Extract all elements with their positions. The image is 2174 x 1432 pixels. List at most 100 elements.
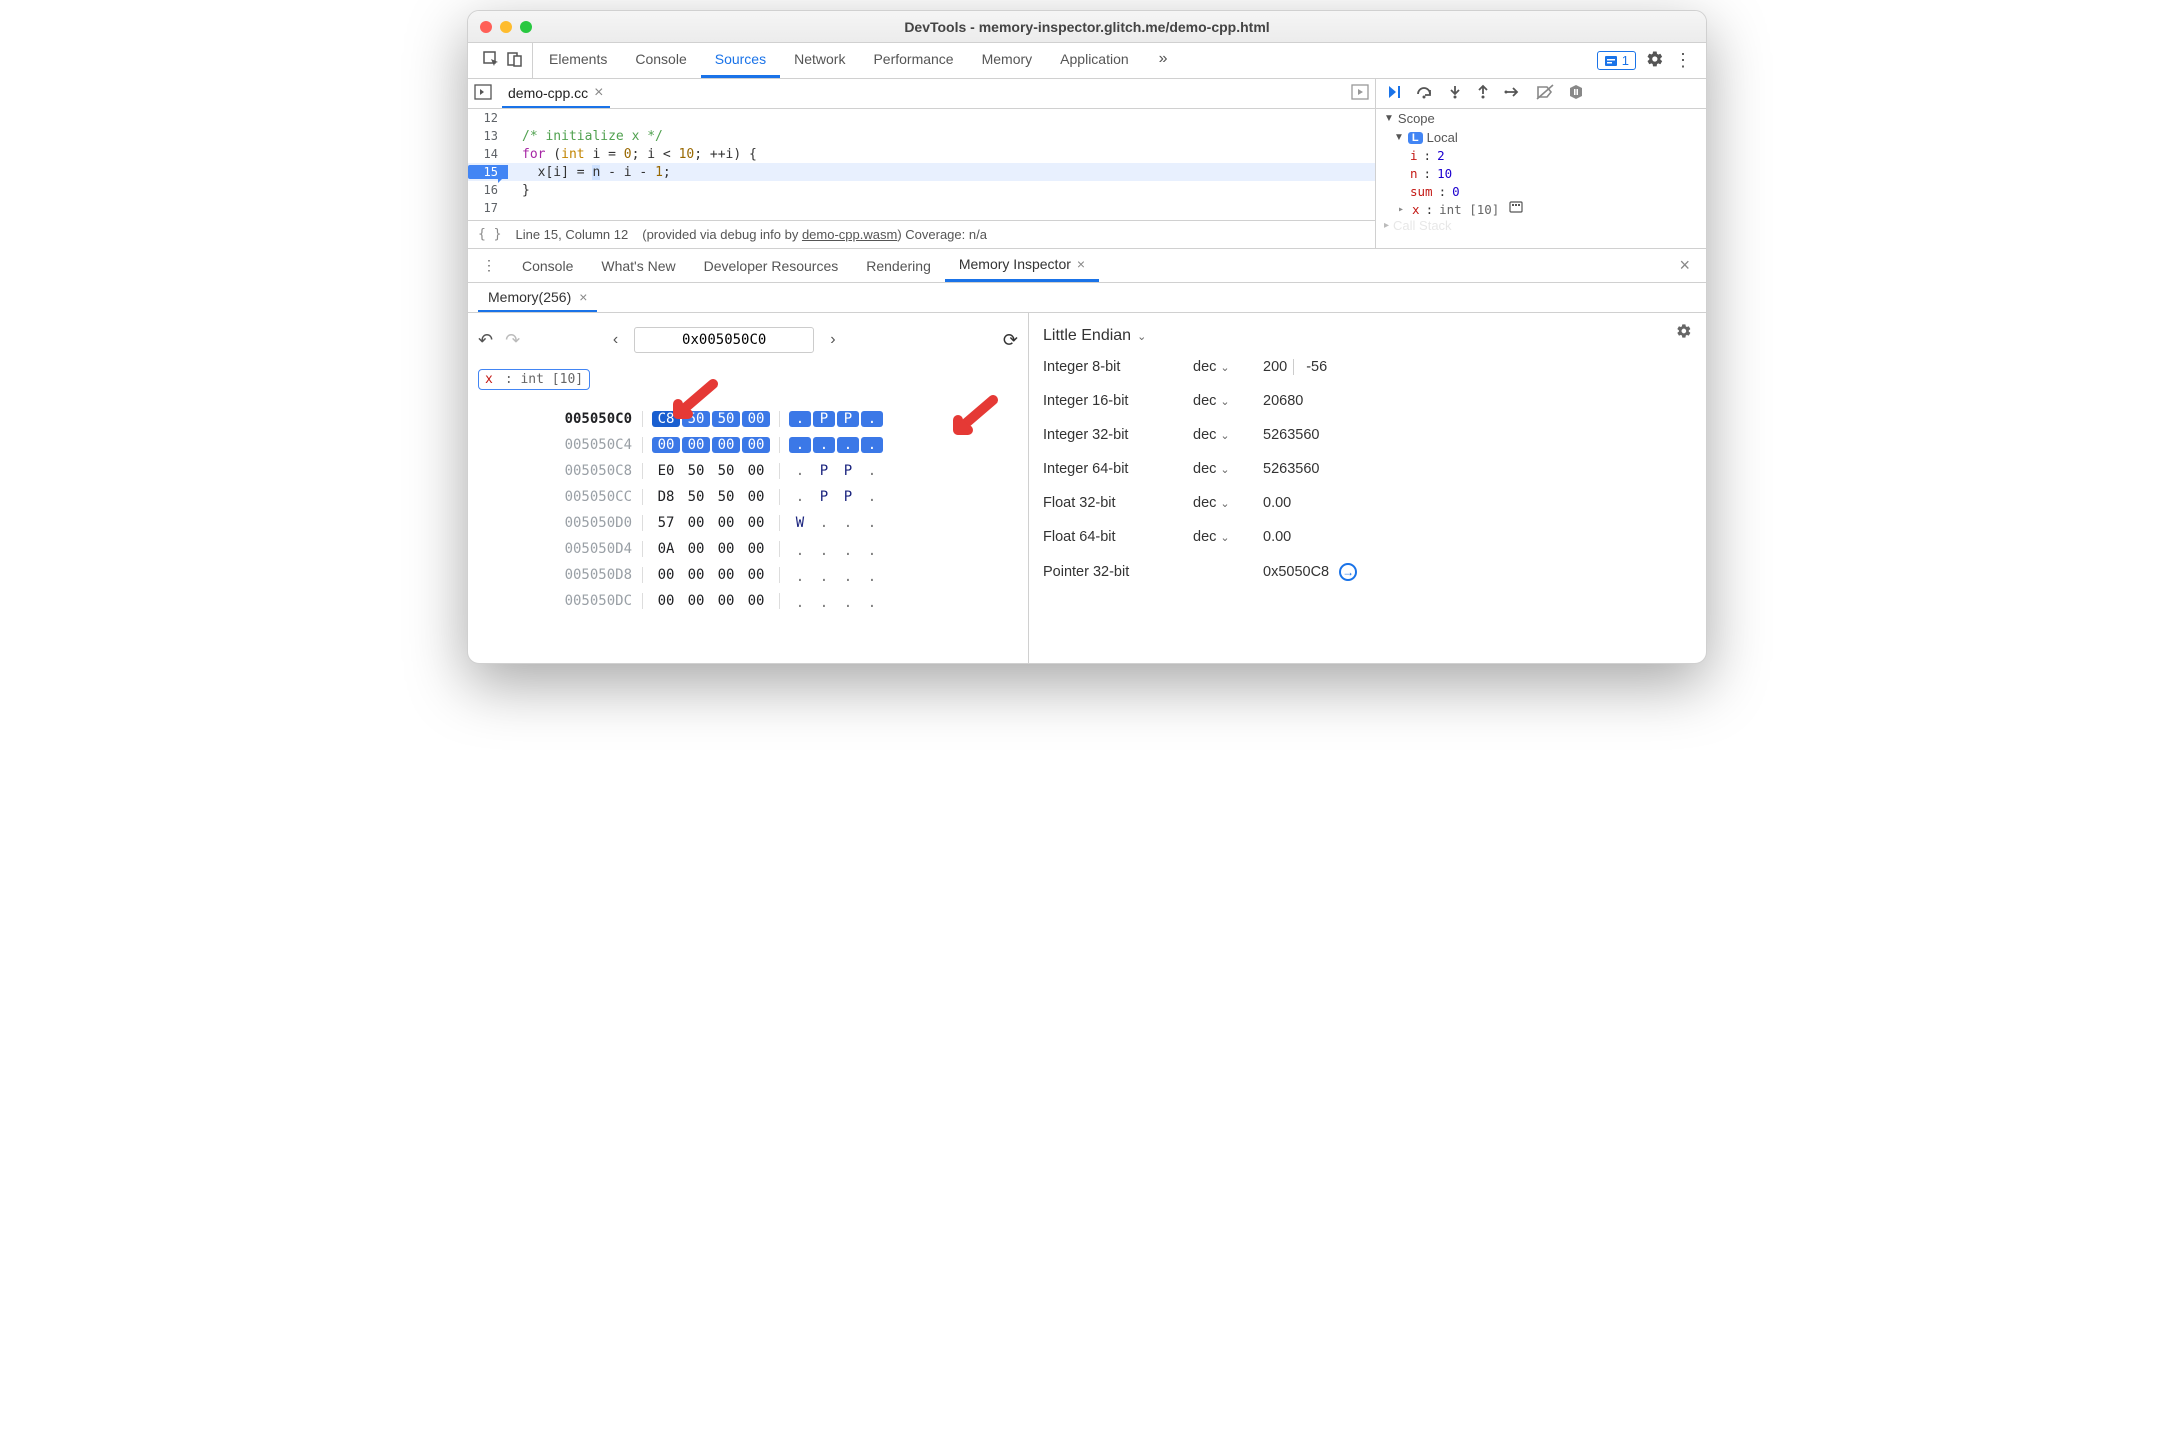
close-icon[interactable]: × bbox=[579, 289, 587, 305]
hex-byte[interactable]: 00 bbox=[681, 593, 711, 609]
callstack-header[interactable]: ▸ Call Stack bbox=[1376, 219, 1706, 231]
reveal-in-memory-icon[interactable] bbox=[1509, 201, 1523, 219]
pretty-print-icon[interactable]: { } bbox=[478, 227, 501, 242]
ascii-char[interactable]: P bbox=[837, 411, 859, 427]
next-page-icon[interactable]: › bbox=[824, 331, 841, 349]
step-out-icon[interactable] bbox=[1476, 84, 1490, 103]
ascii-char[interactable]: P bbox=[812, 489, 836, 505]
scope-section-header[interactable]: ▼Scope bbox=[1376, 109, 1706, 128]
file-tab[interactable]: demo-cpp.cc × bbox=[502, 79, 610, 108]
hex-byte[interactable]: 00 bbox=[681, 567, 711, 583]
ascii-char[interactable]: . bbox=[812, 515, 836, 527]
step-icon[interactable] bbox=[1504, 84, 1522, 103]
hex-row[interactable]: 005050D800000000.... bbox=[558, 562, 1018, 588]
tab-performance[interactable]: Performance bbox=[859, 43, 967, 78]
ascii-char[interactable]: . bbox=[789, 411, 811, 427]
value-format-select[interactable]: dec ⌄ bbox=[1193, 461, 1263, 477]
address-input[interactable] bbox=[634, 327, 814, 353]
drawer-tab-rendering[interactable]: Rendering bbox=[852, 249, 945, 282]
hex-byte[interactable]: 50 bbox=[711, 489, 741, 505]
close-icon[interactable]: × bbox=[1077, 256, 1085, 272]
hex-byte[interactable]: 00 bbox=[681, 515, 711, 531]
drawer-tab-console[interactable]: Console bbox=[508, 249, 587, 282]
hex-byte[interactable]: 00 bbox=[682, 437, 710, 453]
redo-icon[interactable]: ↷ bbox=[505, 330, 520, 351]
ascii-char[interactable]: P bbox=[836, 463, 860, 479]
memory-instance-tab[interactable]: Memory(256) × bbox=[478, 283, 597, 312]
zoom-window-icon[interactable] bbox=[520, 21, 532, 33]
close-window-icon[interactable] bbox=[480, 21, 492, 33]
scope-var[interactable]: i: 2 bbox=[1410, 147, 1706, 165]
hex-byte[interactable]: 50 bbox=[681, 463, 711, 479]
hex-byte[interactable]: 00 bbox=[742, 437, 770, 453]
hex-row[interactable]: 005050DC00000000.... bbox=[558, 588, 1018, 614]
refresh-icon[interactable]: ⟳ bbox=[1003, 330, 1018, 351]
ascii-char[interactable]: . bbox=[860, 515, 884, 527]
hex-byte[interactable]: 00 bbox=[651, 593, 681, 609]
line-number[interactable]: 15 bbox=[468, 165, 508, 179]
kebab-menu-icon[interactable]: ⋮ bbox=[1674, 50, 1692, 71]
scope-var[interactable]: sum: 0 bbox=[1410, 183, 1706, 201]
endianness-select[interactable]: Little Endian ⌄ bbox=[1043, 323, 1692, 359]
ascii-char[interactable]: . bbox=[861, 411, 883, 427]
hex-byte[interactable]: 00 bbox=[711, 515, 741, 531]
local-scope-header[interactable]: ▼L Local bbox=[1376, 128, 1706, 147]
ascii-char[interactable]: . bbox=[788, 569, 812, 581]
line-number[interactable]: 14 bbox=[468, 147, 508, 161]
hex-byte[interactable]: 00 bbox=[712, 437, 740, 453]
close-icon[interactable]: × bbox=[594, 84, 603, 102]
jump-to-address-icon[interactable]: → bbox=[1339, 563, 1357, 581]
resume-icon[interactable] bbox=[1386, 84, 1402, 103]
ascii-char[interactable]: . bbox=[788, 463, 812, 475]
hex-byte[interactable]: 00 bbox=[741, 515, 771, 531]
tab-application[interactable]: Application bbox=[1046, 43, 1143, 78]
hex-row[interactable]: 005050D40A000000.... bbox=[558, 536, 1018, 562]
ascii-char[interactable]: . bbox=[788, 543, 812, 555]
step-over-icon[interactable] bbox=[1416, 84, 1434, 103]
navigator-toggle-icon[interactable] bbox=[474, 84, 492, 103]
drawer-tab-developer-resources[interactable]: Developer Resources bbox=[690, 249, 853, 282]
tab-network[interactable]: Network bbox=[780, 43, 859, 78]
ascii-char[interactable]: . bbox=[860, 489, 884, 501]
hex-byte[interactable]: 00 bbox=[742, 411, 770, 427]
line-number[interactable]: 16 bbox=[468, 183, 508, 197]
tab-sources[interactable]: Sources bbox=[701, 43, 780, 78]
undo-icon[interactable]: ↶ bbox=[478, 330, 493, 351]
tab-memory[interactable]: Memory bbox=[968, 43, 1047, 78]
tabs-overflow-icon[interactable]: » bbox=[1145, 50, 1182, 71]
scope-var[interactable]: n: 10 bbox=[1410, 165, 1706, 183]
settings-icon[interactable] bbox=[1676, 323, 1692, 342]
ascii-char[interactable]: . bbox=[861, 437, 883, 453]
close-drawer-icon[interactable]: × bbox=[1669, 255, 1700, 276]
minimize-window-icon[interactable] bbox=[500, 21, 512, 33]
ascii-char[interactable]: . bbox=[812, 595, 836, 607]
hex-byte[interactable]: 00 bbox=[711, 567, 741, 583]
line-number[interactable]: 13 bbox=[468, 129, 508, 143]
ascii-char[interactable]: . bbox=[788, 595, 812, 607]
ascii-char[interactable]: P bbox=[836, 489, 860, 505]
hex-byte[interactable]: 00 bbox=[711, 593, 741, 609]
ascii-char[interactable]: . bbox=[812, 569, 836, 581]
hex-byte[interactable]: 50 bbox=[711, 463, 741, 479]
code-editor[interactable]: 1213/* initialize x */14for (int i = 0; … bbox=[468, 109, 1375, 220]
ascii-char[interactable]: P bbox=[813, 411, 835, 427]
deactivate-breakpoints-icon[interactable] bbox=[1536, 84, 1554, 103]
value-format-select[interactable]: dec ⌄ bbox=[1193, 359, 1263, 375]
hex-byte[interactable]: 0A bbox=[651, 541, 681, 557]
tab-console[interactable]: Console bbox=[621, 43, 700, 78]
hex-byte[interactable]: 00 bbox=[741, 463, 771, 479]
issues-button[interactable]: 1 bbox=[1597, 51, 1636, 70]
hex-byte[interactable]: 00 bbox=[681, 541, 711, 557]
hex-row[interactable]: 005050CCD8505000.PP. bbox=[558, 484, 1018, 510]
hex-byte[interactable]: 00 bbox=[741, 567, 771, 583]
ascii-char[interactable]: . bbox=[860, 543, 884, 555]
ascii-char[interactable]: W bbox=[788, 515, 812, 531]
drawer-tab-what-s-new[interactable]: What's New bbox=[587, 249, 689, 282]
hex-byte[interactable]: 00 bbox=[741, 541, 771, 557]
hex-byte[interactable]: 00 bbox=[711, 541, 741, 557]
hex-byte[interactable]: 00 bbox=[741, 593, 771, 609]
ascii-char[interactable]: . bbox=[836, 569, 860, 581]
hex-byte[interactable]: D8 bbox=[651, 489, 681, 505]
ascii-char[interactable]: . bbox=[789, 437, 811, 453]
prev-page-icon[interactable]: ‹ bbox=[607, 331, 624, 349]
